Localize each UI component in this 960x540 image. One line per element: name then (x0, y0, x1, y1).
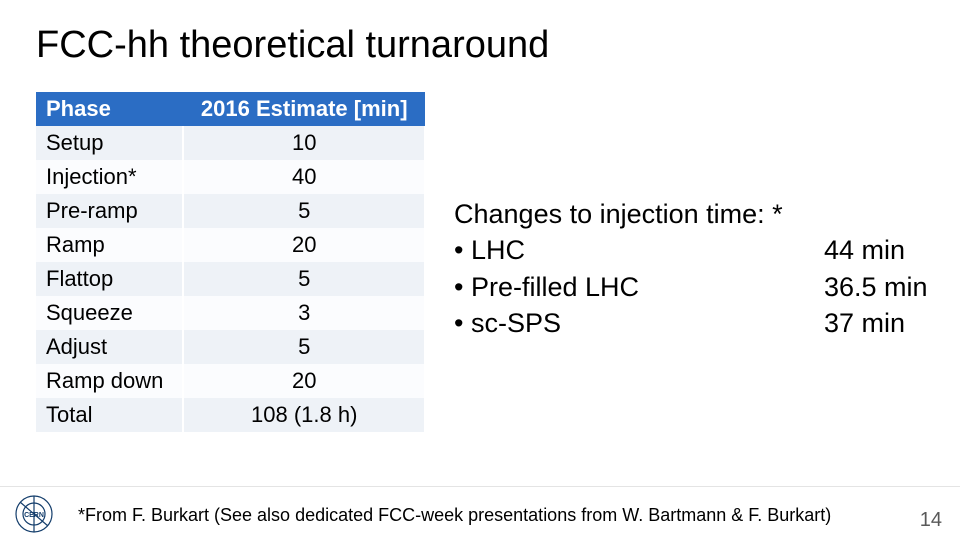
table-cell-value: 20 (183, 228, 425, 262)
table-row: Squeeze3 (36, 296, 425, 330)
svg-text:CERN: CERN (24, 512, 44, 519)
table-row: Injection*40 (36, 160, 425, 194)
page-number: 14 (920, 509, 942, 532)
changes-heading: Changes to injection time: * (454, 196, 944, 232)
table-cell-value: 20 (183, 364, 425, 398)
changes-item-label: • sc-SPS (454, 305, 824, 341)
table-row: Ramp down20 (36, 364, 425, 398)
table-header-phase: Phase (36, 92, 183, 126)
table-cell-value: 5 (183, 194, 425, 228)
changes-item: • LHC44 min (454, 232, 944, 268)
table-cell-phase: Setup (36, 126, 183, 160)
turnaround-table-container: Phase 2016 Estimate [min] Setup10Injecti… (36, 92, 426, 432)
table-header-estimate: 2016 Estimate [min] (183, 92, 425, 126)
cern-logo: CERN (14, 494, 54, 534)
table-cell-value: 5 (183, 262, 425, 296)
table-row: Pre-ramp5 (36, 194, 425, 228)
table-cell-phase: Pre-ramp (36, 194, 183, 228)
table-row: Flattop5 (36, 262, 425, 296)
slide-title: FCC-hh theoretical turnaround (36, 24, 549, 67)
footnote: *From F. Burkart (See also dedicated FCC… (78, 505, 831, 526)
table-row: Adjust5 (36, 330, 425, 364)
changes-item-label: • LHC (454, 232, 824, 268)
table-cell-phase: Squeeze (36, 296, 183, 330)
table-cell-value: 3 (183, 296, 425, 330)
table-cell-phase: Ramp down (36, 364, 183, 398)
changes-item-value: 44 min (824, 232, 944, 268)
table-cell-phase: Injection* (36, 160, 183, 194)
table-cell-phase: Total (36, 398, 183, 432)
turnaround-table: Phase 2016 Estimate [min] Setup10Injecti… (36, 92, 426, 432)
table-row: Total108 (1.8 h) (36, 398, 425, 432)
changes-item: • Pre-filled LHC36.5 min (454, 269, 944, 305)
table-row: Ramp20 (36, 228, 425, 262)
table-row: Setup10 (36, 126, 425, 160)
footer: CERN *From F. Burkart (See also dedicate… (0, 486, 960, 540)
table-cell-phase: Flattop (36, 262, 183, 296)
changes-item-value: 37 min (824, 305, 944, 341)
table-cell-phase: Ramp (36, 228, 183, 262)
table-cell-value: 108 (1.8 h) (183, 398, 425, 432)
changes-item-label: • Pre-filled LHC (454, 269, 824, 305)
changes-item-value: 36.5 min (824, 269, 944, 305)
table-cell-value: 40 (183, 160, 425, 194)
changes-item: • sc-SPS37 min (454, 305, 944, 341)
table-cell-value: 5 (183, 330, 425, 364)
changes-panel: Changes to injection time: * • LHC44 min… (454, 196, 944, 342)
table-cell-phase: Adjust (36, 330, 183, 364)
table-cell-value: 10 (183, 126, 425, 160)
